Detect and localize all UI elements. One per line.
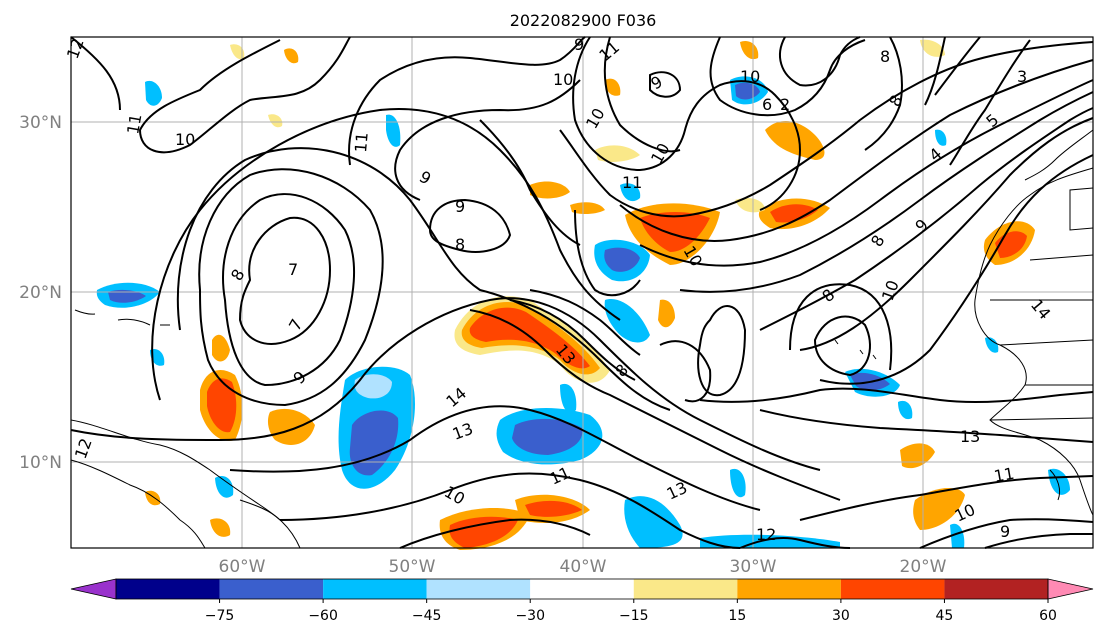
colorbar-tick-label: 45 <box>936 608 954 624</box>
contour-label: 7 <box>288 260 298 279</box>
colorbar-tick-label: −60 <box>308 608 338 624</box>
lon-label: 60°W <box>219 557 266 577</box>
contour-label: 11 <box>992 464 1015 486</box>
lat-label: 30°N <box>19 113 62 133</box>
lon-label: 50°W <box>389 557 436 577</box>
colorbar <box>70 578 1094 600</box>
contour-label: 3 <box>1017 67 1027 86</box>
lon-label: 20°W <box>900 557 947 577</box>
contour-label: 10 <box>740 67 760 86</box>
contour-label: 9 <box>1000 522 1010 541</box>
contour-label: 2 <box>780 95 790 114</box>
colorbar-tick-label: 15 <box>728 608 746 624</box>
colorbar-extend-max <box>1047 578 1094 600</box>
colorbar-segment <box>633 579 738 599</box>
map-title: 2022082900 F036 <box>510 11 657 30</box>
map-frame: 12 11 10 11 10 9 11 10 9 10 6 2 8 8 3 5 … <box>63 35 1094 550</box>
shaded-field-positive <box>145 39 1035 550</box>
colorbar-tick-label: −30 <box>515 608 545 624</box>
contour-label: 10 <box>175 130 195 149</box>
lat-label: 20°N <box>19 283 62 303</box>
colorbar-tick-label: 30 <box>832 608 850 624</box>
contour-lines <box>70 36 1094 549</box>
colorbar-segment <box>944 579 1048 599</box>
lon-label: 40°W <box>560 557 607 577</box>
contour-label: 11 <box>622 173 642 192</box>
colorbar-segment <box>840 579 945 599</box>
colorbar-segment <box>323 579 427 599</box>
colorbar-segment <box>426 579 531 599</box>
contour-label: 13 <box>960 427 980 446</box>
colorbar-segment <box>737 579 841 599</box>
contour-label: 9 <box>455 197 465 216</box>
contour-label: 11 <box>351 131 372 153</box>
latitude-labels: 30°N 20°N 10°N <box>19 113 62 473</box>
lon-label: 30°W <box>730 557 777 577</box>
colorbar-tick-label: −15 <box>619 608 649 624</box>
contour-label: 9 <box>574 35 584 54</box>
colorbar-extend-min <box>70 578 117 600</box>
colorbar-segment <box>219 579 324 599</box>
contour-label: 11 <box>123 112 145 135</box>
contour-label: 10 <box>553 70 573 89</box>
contour-label: 6 <box>762 95 772 114</box>
contour-label: 8 <box>455 235 465 254</box>
contour-label: 12 <box>756 525 776 544</box>
colorbar-tick-label: −75 <box>205 608 235 624</box>
contour-label: 8 <box>880 47 890 66</box>
longitude-labels: 60°W 50°W 40°W 30°W 20°W <box>219 557 947 577</box>
colorbar-ticks: −75−60−45−30−151530456075 <box>205 599 1057 624</box>
graticule <box>71 37 1093 548</box>
lat-label: 10°N <box>19 453 62 473</box>
colorbar-tick-label: −45 <box>412 608 442 624</box>
colorbar-segment <box>530 579 634 599</box>
colorbar-segment <box>116 579 220 599</box>
colorbar-tick-label: 60 <box>1039 608 1057 624</box>
coastlines <box>70 129 1094 549</box>
